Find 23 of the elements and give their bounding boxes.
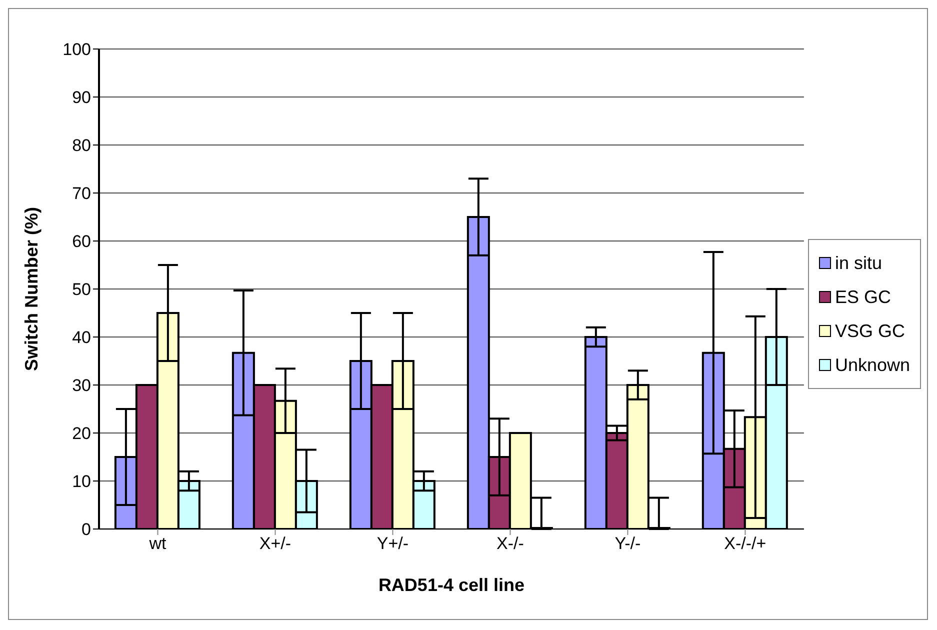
x-tick-label: Y-/-: [614, 534, 641, 554]
x-tick-label: X-/-/+: [724, 534, 766, 554]
y-tick-label: 90: [72, 88, 91, 108]
y-tick-label: 0: [82, 520, 91, 540]
x-tick-label: wt: [148, 534, 167, 554]
legend-label: Unknown: [834, 354, 910, 376]
y-tick-label: 10: [72, 472, 91, 492]
y-tick-label: 60: [72, 232, 91, 252]
legend-label: ES GC: [834, 286, 891, 308]
x-tick-label: X-/-: [496, 534, 524, 554]
y-axis-title: Switch Number (%): [21, 206, 42, 372]
y-tick-label: 30: [72, 376, 91, 396]
y-tick-label: 50: [72, 280, 91, 300]
y-tick-label: 100: [62, 40, 91, 60]
x-tick-label: X+/-: [259, 534, 292, 554]
y-tick-label: 70: [72, 184, 91, 204]
y-tick-label: 40: [72, 328, 91, 348]
x-tick-label: Y+/-: [376, 534, 409, 554]
x-axis-title: RAD51-4 cell line: [378, 575, 525, 595]
y-tick-label: 80: [72, 136, 91, 156]
y-tick-label: 20: [72, 424, 91, 444]
legend-label: in situ: [834, 252, 882, 274]
legend-label: VSG GC: [834, 320, 905, 342]
